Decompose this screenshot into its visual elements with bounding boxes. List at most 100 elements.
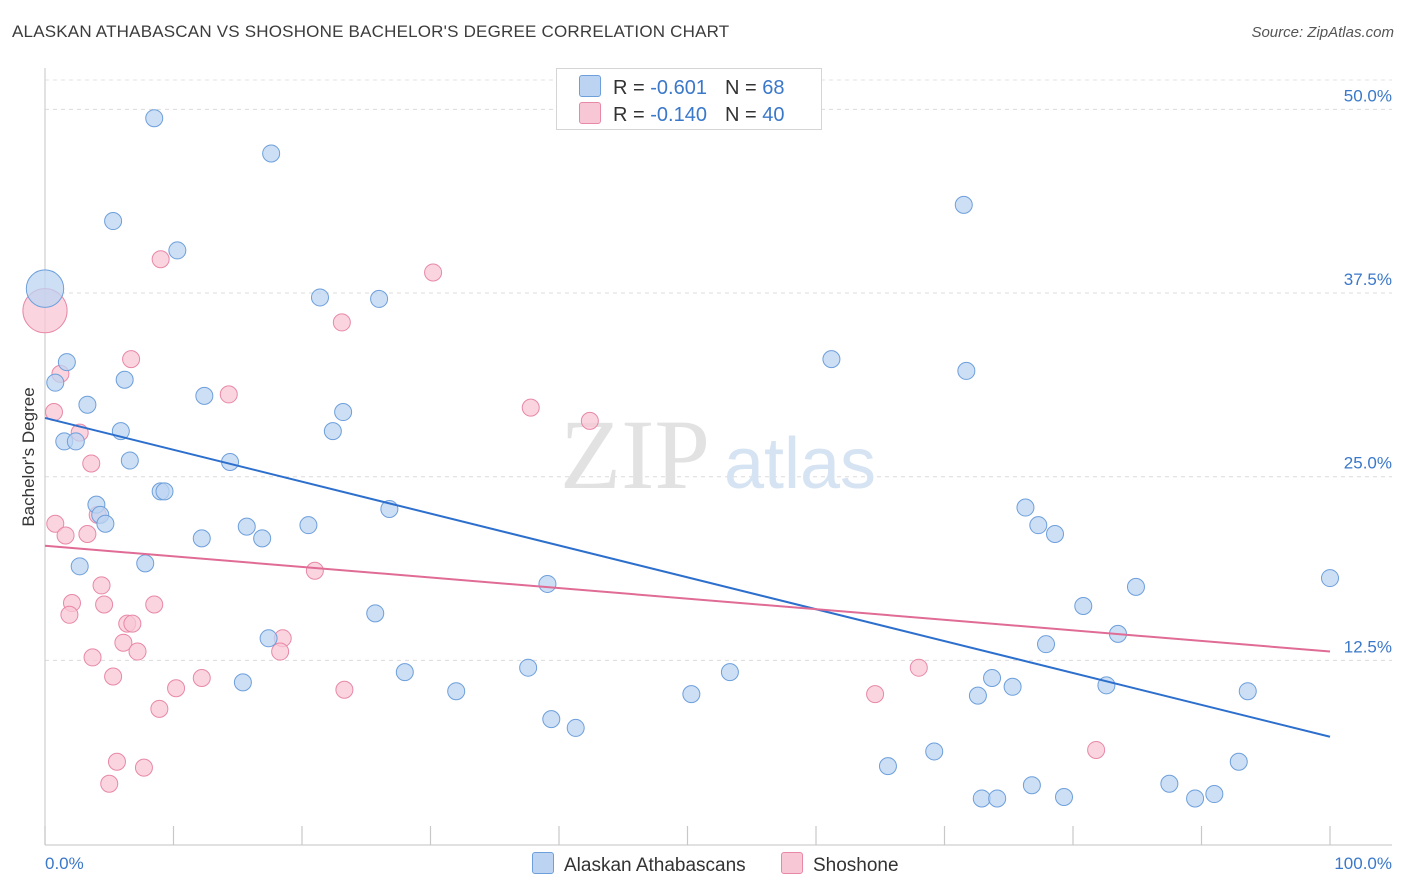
athabascan-point bbox=[1205, 785, 1224, 804]
athabascan-point bbox=[957, 361, 976, 380]
athabascan-point bbox=[253, 529, 272, 548]
athabascan-point bbox=[46, 373, 65, 392]
shoshone-point bbox=[192, 668, 211, 687]
athabascan-point bbox=[822, 350, 841, 369]
shoshone-point bbox=[46, 514, 65, 533]
shoshone-legend-swatch bbox=[780, 852, 803, 874]
athabascan-point bbox=[120, 451, 139, 470]
shoshone-point bbox=[134, 758, 153, 777]
athabascan-point bbox=[168, 241, 187, 260]
series-legend: Alaskan Athabascans Shoshone bbox=[532, 852, 929, 877]
athabascan-point bbox=[954, 195, 973, 214]
shoshone-point bbox=[78, 524, 97, 543]
athabascan-point bbox=[1126, 577, 1145, 596]
athabascan-point bbox=[988, 789, 1007, 808]
watermark-atlas: atlas bbox=[724, 424, 876, 504]
shoshone-point bbox=[335, 680, 354, 699]
n-label: N = bbox=[724, 77, 763, 99]
athabascan-point bbox=[323, 422, 342, 441]
athabascan-point bbox=[925, 742, 944, 761]
legend-row-shoshone: R = -0.140 N = 40 bbox=[579, 102, 784, 126]
athabascan-point bbox=[233, 673, 252, 692]
legend-item-athabascan: Alaskan Athabascans bbox=[532, 852, 746, 877]
athabascan-point bbox=[1229, 752, 1248, 771]
shoshone-point bbox=[114, 633, 133, 652]
legend-label: Alaskan Athabascans bbox=[564, 855, 746, 876]
athabascan-point bbox=[720, 663, 739, 682]
y-axis-label: Bachelor's Degree bbox=[19, 387, 38, 526]
shoshone-point bbox=[305, 561, 324, 580]
shoshone-point bbox=[107, 752, 126, 771]
athabascan-point bbox=[237, 517, 256, 536]
athabascan-point bbox=[1321, 569, 1339, 588]
athabascan-point bbox=[115, 370, 134, 389]
shoshone-point bbox=[424, 263, 443, 282]
x-tick-label: 0.0% bbox=[45, 854, 84, 873]
athabascan-point bbox=[1022, 776, 1041, 795]
athabascan-point bbox=[395, 663, 414, 682]
athabascan-point bbox=[195, 386, 214, 405]
athabascan-point bbox=[538, 574, 557, 593]
chart-title: ALASKAN ATHABASCAN VS SHOSHONE BACHELOR'… bbox=[12, 22, 730, 41]
athabascan-point bbox=[1003, 677, 1022, 696]
athabascan-point bbox=[66, 432, 85, 451]
shoshone-point bbox=[123, 614, 142, 633]
y-tick-label: 12.5% bbox=[1344, 637, 1392, 656]
athabascan-point bbox=[334, 403, 353, 422]
shoshone-point bbox=[167, 679, 186, 698]
shoshone-point bbox=[104, 667, 123, 686]
athabascan-point bbox=[542, 710, 561, 729]
athabascan-point bbox=[299, 516, 318, 535]
legend-row-athabascan: R = -0.601 N = 68 bbox=[579, 75, 784, 99]
shoshone-point bbox=[909, 658, 928, 677]
athabascan-point bbox=[78, 395, 97, 414]
r-label: R = bbox=[613, 104, 651, 126]
athabascan-point bbox=[1046, 524, 1065, 543]
athabascan-point bbox=[25, 269, 65, 308]
shoshone-point bbox=[82, 454, 101, 473]
athabascan-point bbox=[1238, 682, 1257, 701]
athabascan-point bbox=[145, 109, 164, 128]
correlation-legend: R = -0.601 N = 68 R = -0.140 N = 40 bbox=[556, 68, 822, 130]
shoshone-point bbox=[95, 595, 114, 614]
athabascan-point bbox=[682, 685, 701, 704]
athabascan-point bbox=[1160, 774, 1179, 793]
athabascan-point bbox=[96, 514, 115, 533]
r-value: -0.140 bbox=[650, 104, 707, 126]
athabascan-point bbox=[1029, 516, 1048, 535]
y-tick-label: 50.0% bbox=[1344, 86, 1392, 105]
r-value: -0.601 bbox=[650, 77, 707, 99]
shoshone-point bbox=[271, 642, 290, 661]
watermark-zip: ZIP bbox=[560, 399, 710, 510]
y-tick-label: 25.0% bbox=[1344, 454, 1392, 473]
athabascan-point bbox=[370, 289, 389, 308]
x-tick-label: 100.0% bbox=[1334, 854, 1392, 873]
athabascan-point bbox=[968, 686, 987, 705]
shoshone-point bbox=[580, 411, 599, 430]
athabascan-point bbox=[972, 789, 991, 808]
athabascan-point bbox=[878, 757, 897, 776]
athabascan-point bbox=[104, 212, 123, 231]
n-value: 40 bbox=[762, 104, 785, 126]
shoshone-point bbox=[128, 642, 147, 661]
athabascan-point bbox=[1055, 787, 1074, 806]
shoshone-point bbox=[145, 595, 164, 614]
athabascan-point bbox=[366, 604, 385, 623]
shoshone-point bbox=[521, 398, 540, 417]
shoshone-point bbox=[83, 648, 102, 667]
legend-label: Shoshone bbox=[812, 855, 899, 876]
shoshone-point bbox=[122, 350, 141, 369]
athabascan-point bbox=[155, 482, 174, 501]
athabascan-point bbox=[1016, 498, 1035, 517]
shoshone-point bbox=[56, 526, 75, 545]
shoshone-point bbox=[151, 250, 170, 269]
athabascan-point bbox=[259, 629, 278, 648]
athabascan-point bbox=[566, 718, 585, 737]
r-label: R = bbox=[613, 77, 651, 99]
athabascan-point bbox=[136, 554, 155, 573]
athabascan-point bbox=[1186, 789, 1205, 808]
athabascan-point bbox=[519, 658, 538, 677]
shoshone-point bbox=[60, 605, 79, 624]
source-label: Source: ZipAtlas.com bbox=[1251, 24, 1394, 41]
athabascan-point bbox=[262, 144, 281, 163]
